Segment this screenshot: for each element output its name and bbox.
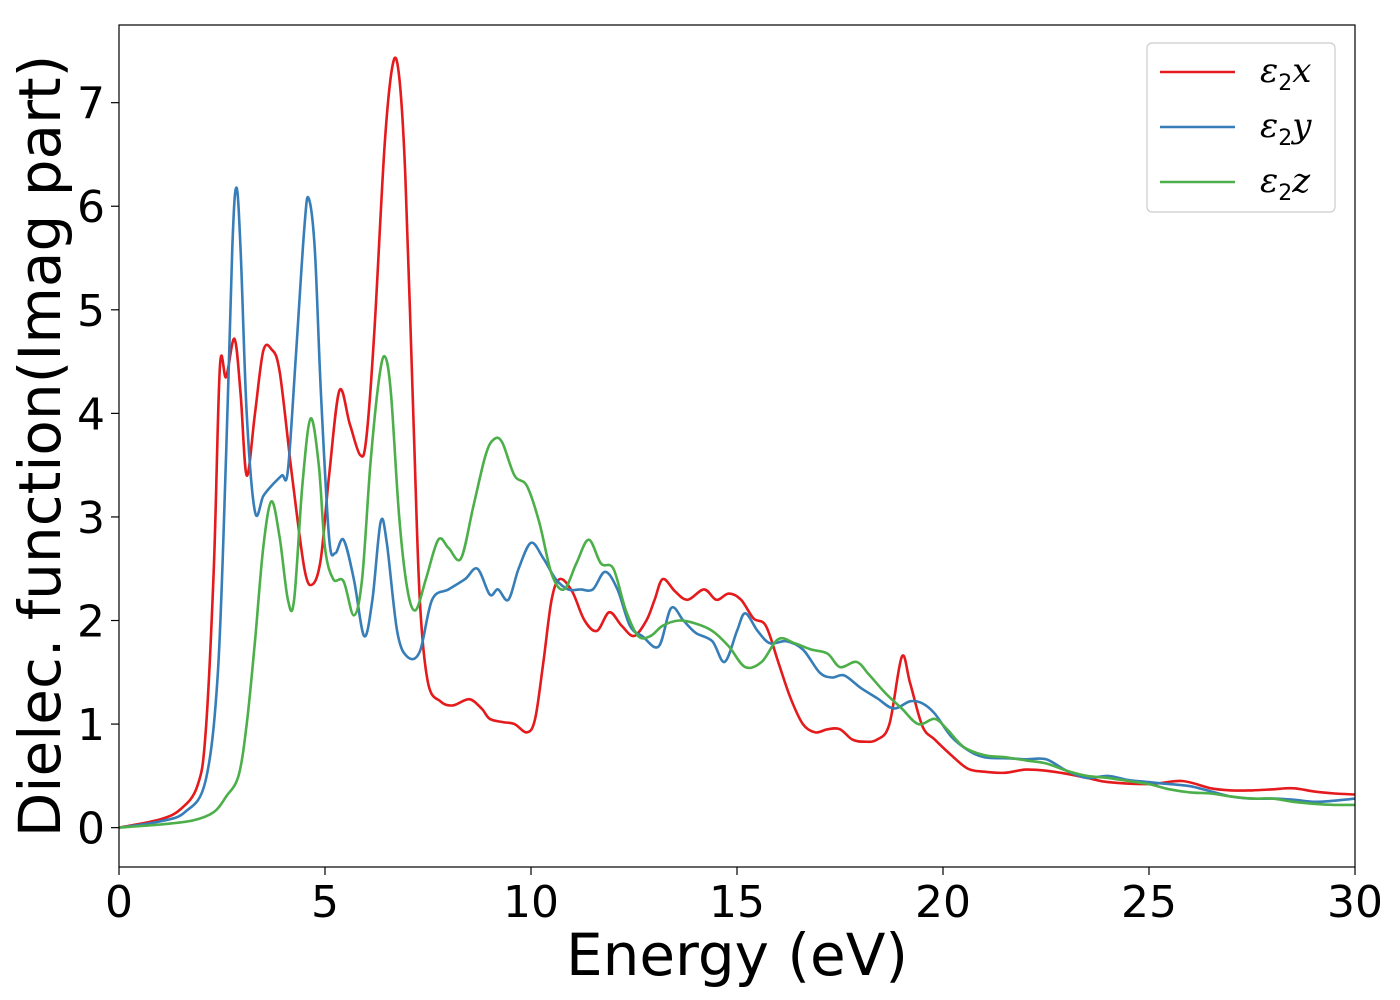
x-axis: 0 5 10 15 20 25 30 bbox=[105, 867, 1383, 928]
y-tick-label: 3 bbox=[77, 493, 105, 544]
y-tick-label: 1 bbox=[77, 700, 105, 751]
series-line-z bbox=[119, 354, 1355, 829]
x-axis-title: Energy (eV) bbox=[566, 921, 908, 989]
y-tick-label: 0 bbox=[77, 804, 105, 855]
x-tick-label: 15 bbox=[709, 877, 765, 928]
x-tick-label: 20 bbox=[915, 877, 971, 928]
x-tick-label: 0 bbox=[105, 877, 133, 928]
y-tick-label: 4 bbox=[77, 389, 105, 440]
y-tick-label: 7 bbox=[77, 79, 105, 130]
x-tick-label: 5 bbox=[311, 877, 339, 928]
x-tick-label: 25 bbox=[1121, 877, 1177, 928]
x-tick-label: 10 bbox=[503, 877, 559, 928]
legend-label-z: ε2z bbox=[1260, 161, 1311, 206]
y-tick-label: 5 bbox=[77, 286, 105, 337]
series-layer bbox=[119, 56, 1355, 829]
y-axis-title: Dielec. function(Imag part) bbox=[6, 55, 74, 838]
series-line-y bbox=[119, 186, 1355, 829]
legend: ε2x ε2y ε2z bbox=[1146, 42, 1336, 213]
y-tick-label: 2 bbox=[77, 597, 105, 648]
legend-label-y: ε2y bbox=[1260, 106, 1312, 151]
y-tick-label: 6 bbox=[77, 182, 105, 233]
y-axis: 0 1 2 3 4 5 6 7 bbox=[77, 79, 119, 855]
x-tick-label: 30 bbox=[1327, 877, 1383, 928]
legend-label-x: ε2x bbox=[1260, 51, 1311, 96]
legend-box bbox=[1146, 42, 1336, 213]
